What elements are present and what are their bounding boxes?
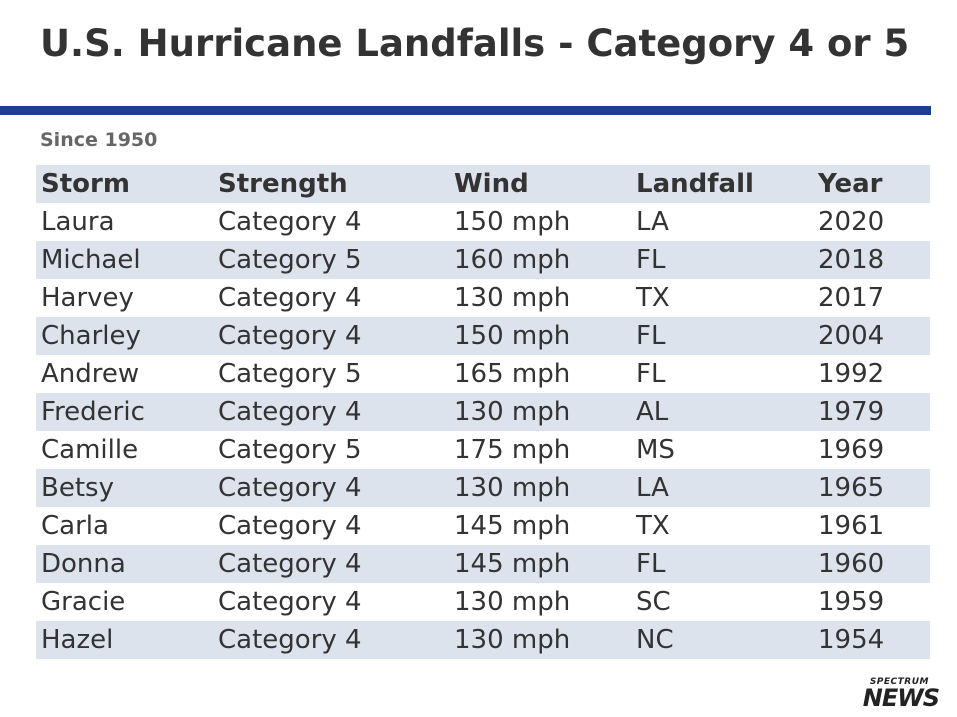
cell-wind: 130 mph [454, 625, 571, 655]
table-row: Gracie Category 4 130 mph SC 1959 [36, 583, 930, 621]
cell-wind: 130 mph [454, 397, 571, 427]
cell-wind: 160 mph [454, 245, 571, 275]
cell-wind: 175 mph [454, 435, 571, 465]
column-header-strength: Strength [218, 169, 348, 199]
cell-storm: Michael [41, 245, 141, 275]
cell-landfall: FL [636, 549, 666, 579]
cell-strength: Category 4 [218, 321, 362, 351]
table-row: Andrew Category 5 165 mph FL 1992 [36, 355, 930, 393]
table-row: Michael Category 5 160 mph FL 2018 [36, 241, 930, 279]
cell-year: 1960 [818, 549, 885, 579]
table-body: Laura Category 4 150 mph LA 2020 Michael Categ… [36, 203, 930, 659]
cell-strength: Category 4 [218, 587, 362, 617]
cell-strength: Category 4 [218, 549, 362, 579]
cell-year: 2017 [818, 283, 885, 313]
column-header-storm: Storm [41, 169, 130, 199]
column-header-year: Year [818, 169, 883, 199]
table-row: Charley Category 4 150 mph FL 2004 [36, 317, 930, 355]
table-row: Frederic Category 4 130 mph AL 1979 [36, 393, 930, 431]
cell-storm: Donna [41, 549, 126, 579]
cell-landfall: FL [636, 359, 666, 389]
cell-storm: Frederic [41, 397, 145, 427]
hurricane-table: Storm Strength Wind Landfall Year Laura C… [36, 165, 930, 659]
cell-year: 1979 [818, 397, 885, 427]
cell-storm: Harvey [41, 283, 134, 313]
cell-year: 1959 [818, 587, 885, 617]
cell-strength: Category 5 [218, 359, 362, 389]
column-header-landfall: Landfall [636, 169, 754, 199]
cell-wind: 150 mph [454, 207, 571, 237]
cell-strength: Category 4 [218, 207, 362, 237]
cell-landfall: NC [636, 625, 674, 655]
cell-storm: Carla [41, 511, 109, 541]
logo-line-2: NEWS [862, 684, 940, 712]
title-divider [0, 106, 931, 115]
column-header-wind: Wind [454, 169, 529, 199]
cell-landfall: SC [636, 587, 671, 617]
cell-landfall: TX [636, 511, 670, 541]
cell-strength: Category 4 [218, 625, 362, 655]
cell-year: 2018 [818, 245, 885, 275]
table-row: Laura Category 4 150 mph LA 2020 [36, 203, 930, 241]
cell-strength: Category 5 [218, 245, 362, 275]
cell-storm: Betsy [41, 473, 114, 503]
cell-storm: Laura [41, 207, 115, 237]
logo-line-1: SPECTRUM [869, 677, 929, 687]
cell-storm: Andrew [41, 359, 140, 389]
cell-strength: Category 4 [218, 397, 362, 427]
cell-year: 1992 [818, 359, 885, 389]
table-row: Harvey Category 4 130 mph TX 2017 [36, 279, 930, 317]
cell-wind: 150 mph [454, 321, 571, 351]
table-row: Donna Category 4 145 mph FL 1960 [36, 545, 930, 583]
cell-storm: Gracie [41, 587, 126, 617]
cell-storm: Charley [41, 321, 141, 351]
cell-landfall: LA [636, 473, 669, 503]
cell-landfall: MS [636, 435, 675, 465]
cell-strength: Category 4 [218, 283, 362, 313]
cell-wind: 145 mph [454, 549, 571, 579]
cell-strength: Category 4 [218, 473, 362, 503]
table-row: Camille Category 5 175 mph MS 1969 [36, 431, 930, 469]
cell-wind: 165 mph [454, 359, 571, 389]
cell-storm: Hazel [41, 625, 114, 655]
cell-year: 1961 [818, 511, 885, 541]
table-row: Hazel Category 4 130 mph NC 1954 [36, 621, 930, 659]
cell-wind: 130 mph [454, 587, 571, 617]
cell-landfall: TX [636, 283, 670, 313]
table-row: Carla Category 4 145 mph TX 1961 [36, 507, 930, 545]
cell-landfall: LA [636, 207, 669, 237]
cell-landfall: AL [636, 397, 669, 427]
cell-wind: 130 mph [454, 283, 571, 313]
table-row: Betsy Category 4 130 mph LA 1965 [36, 469, 930, 507]
cell-year: 1965 [818, 473, 885, 503]
cell-storm: Camille [41, 435, 139, 465]
cell-wind: 145 mph [454, 511, 571, 541]
cell-year: 2020 [818, 207, 885, 237]
cell-year: 1954 [818, 625, 885, 655]
subtitle: Since 1950 [40, 129, 158, 151]
spectrum-news-logo: SPECTRUM NEWS [862, 677, 940, 712]
cell-strength: Category 5 [218, 435, 362, 465]
cell-landfall: FL [636, 321, 666, 351]
cell-landfall: FL [636, 245, 666, 275]
cell-wind: 130 mph [454, 473, 571, 503]
cell-year: 2004 [818, 321, 885, 351]
cell-year: 1969 [818, 435, 885, 465]
page-title: U.S. Hurricane Landfalls - Category 4 or… [40, 22, 910, 65]
table-header-row: Storm Strength Wind Landfall Year [36, 165, 930, 203]
cell-strength: Category 4 [218, 511, 362, 541]
